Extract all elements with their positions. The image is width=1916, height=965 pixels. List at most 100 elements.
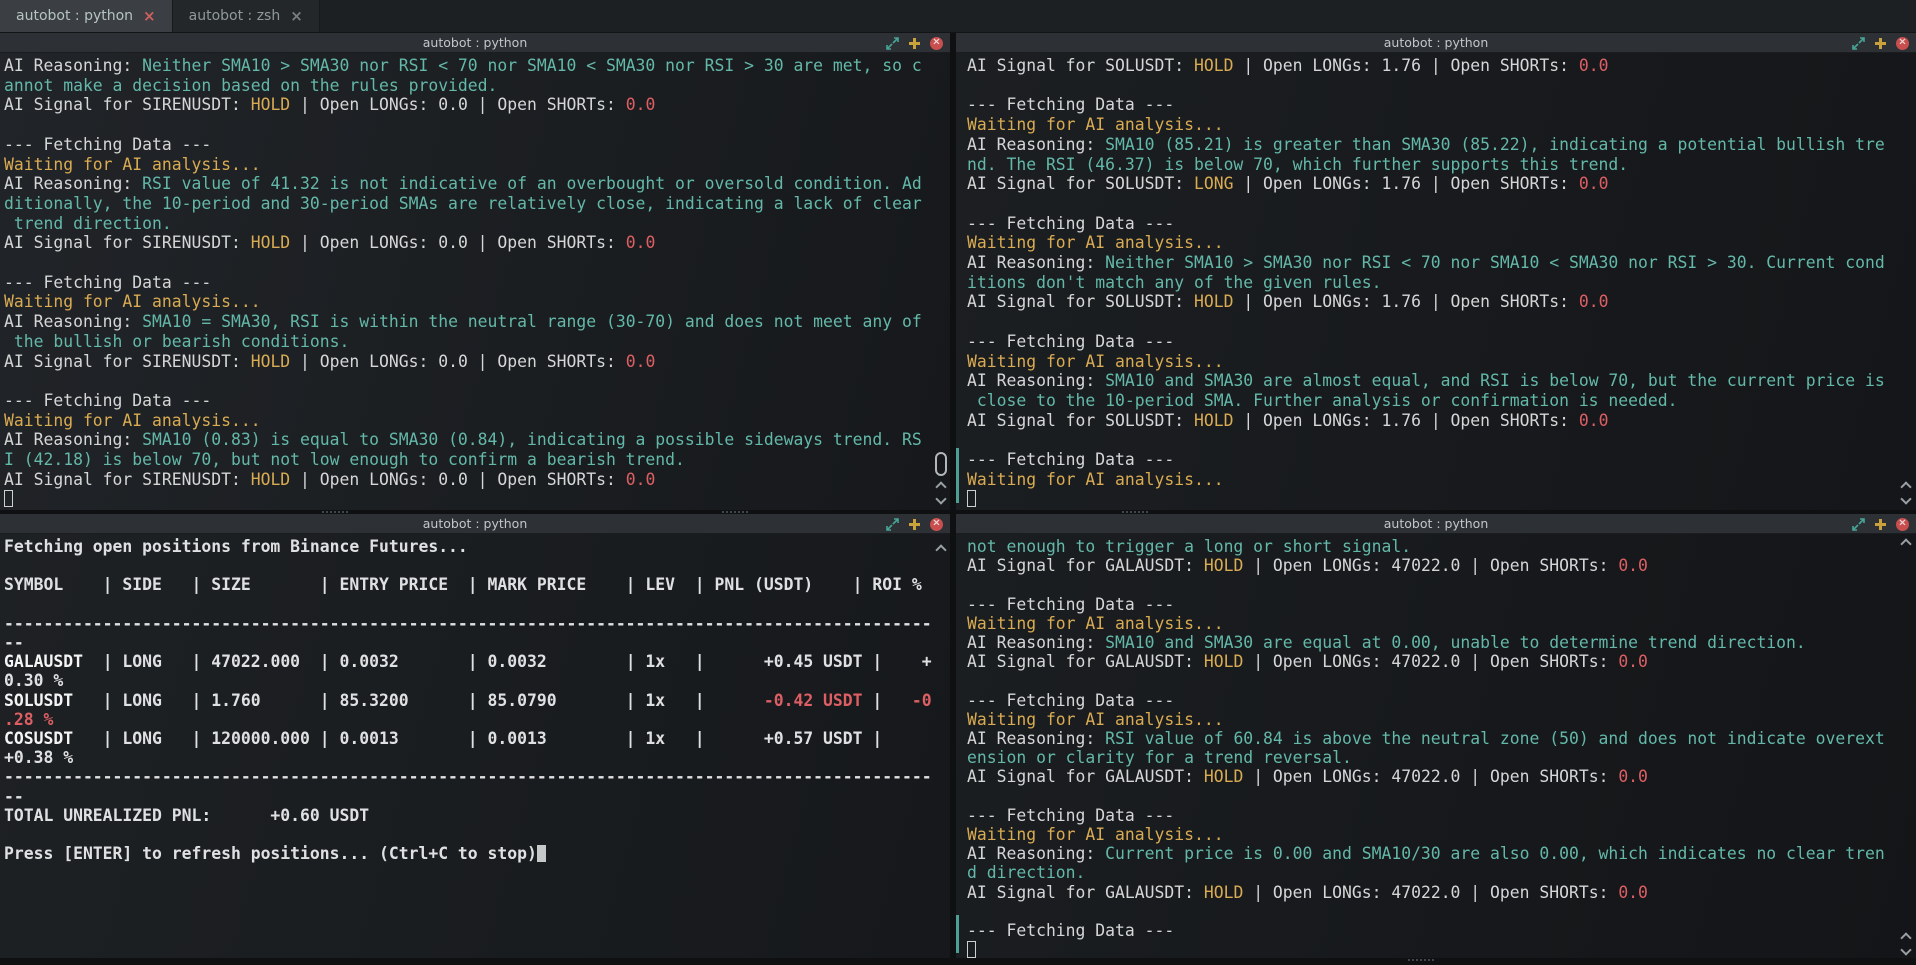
terminal-line: GALAUSDT | LONG | 47022.000 | 0.0032 | 0… <box>4 652 950 671</box>
plus-icon[interactable] <box>908 518 921 531</box>
text-segment: AI Reasoning: <box>4 312 143 332</box>
terminal-line: Waiting for AI analysis... <box>967 470 1916 490</box>
maximize-icon[interactable] <box>886 36 899 50</box>
text-segment: Waiting for AI analysis... <box>4 292 261 312</box>
text-segment: HOLD <box>1193 56 1234 75</box>
text-segment: SMA10 and SMA30 are equal at 0.00, unabl… <box>1105 633 1806 653</box>
terminal-line: Fetching open positions from Binance Fut… <box>4 537 950 556</box>
pane-title: autobot : python <box>1383 516 1489 531</box>
text-segment: Waiting for AI analysis... <box>967 115 1224 135</box>
text-segment: AI Reasoning: <box>967 371 1106 391</box>
terminal-line <box>4 556 950 575</box>
terminal-line: AI Reasoning: RSI value of 60.84 is abov… <box>967 729 1916 748</box>
terminal-line: Waiting for AI analysis... <box>4 411 950 431</box>
text-segment: nd. The RSI (46.37) is below 70, which f… <box>967 154 1629 174</box>
divider-grip[interactable] <box>1408 959 1434 961</box>
pane-title: autobot : python <box>422 35 528 50</box>
text-segment: AI Reasoning: <box>967 134 1106 154</box>
terminal-line <box>4 371 950 391</box>
terminal-line <box>967 575 1916 594</box>
divider-grip[interactable] <box>1122 511 1148 513</box>
vertical-pane-divider[interactable] <box>950 514 956 958</box>
terminal-output[interactable]: AI Signal for SOLUSDT: HOLD | Open LONGs… <box>956 53 1916 510</box>
text-segment: SMA10 (0.83) is equal to SMA30 (0.84), i… <box>142 430 922 450</box>
text-segment: AI Signal for GALAUSDT: <box>967 767 1204 787</box>
horizontal-pane-divider[interactable] <box>0 510 1916 514</box>
tab-autobot-zsh[interactable]: autobot : zsh × <box>172 0 320 32</box>
terminal-line: ----------------------------------------… <box>4 614 950 633</box>
terminal-line: annot make a decision based on the rules… <box>4 76 950 96</box>
scrollbar-thumb[interactable] <box>956 448 959 503</box>
terminal-line: Waiting for AI analysis... <box>967 352 1916 372</box>
text-segment: -- <box>4 786 24 806</box>
maximize-icon[interactable] <box>1852 517 1865 531</box>
terminal-line: AI Reasoning: SMA10 = SMA30, RSI is with… <box>4 312 950 332</box>
terminal-line: AI Signal for GALAUSDT: HOLD | Open LONG… <box>967 556 1916 575</box>
text-segment: AI Reasoning: <box>4 430 143 450</box>
terminal-output[interactable]: AI Reasoning: Neither SMA10 > SMA30 nor … <box>0 53 950 510</box>
text-segment: trend direction. <box>4 213 172 233</box>
text-segment: AI Reasoning: <box>967 729 1106 749</box>
terminal-line: AI Signal for SOLUSDT: HOLD | Open LONGs… <box>967 292 1916 312</box>
text-segment: 0.0 <box>625 469 656 489</box>
text-segment: 0.0 <box>1578 174 1609 194</box>
text-segment: AI Signal for SIRENUSDT: <box>4 233 251 253</box>
text-segment: ----------------------------------------… <box>4 767 932 787</box>
close-icon[interactable]: × <box>930 36 943 50</box>
maximize-icon[interactable] <box>886 517 899 531</box>
text-segment: HOLD <box>250 469 291 489</box>
plus-icon[interactable] <box>908 37 921 50</box>
divider-grip[interactable] <box>322 511 348 513</box>
text-segment: ension or clarity for a trend reversal. <box>967 748 1352 768</box>
text-segment: Waiting for AI analysis... <box>4 154 261 174</box>
close-icon[interactable]: × <box>1896 517 1909 531</box>
terminal-line: AI Signal for SOLUSDT: HOLD | Open LONGs… <box>967 411 1916 431</box>
text-segment: AI Signal for GALAUSDT: <box>967 882 1204 902</box>
vertical-pane-divider[interactable] <box>950 33 956 510</box>
text-segment: AI Signal for SOLUSDT: <box>967 292 1194 312</box>
pane-titlebar[interactable]: autobot : python × <box>956 514 1916 534</box>
text-segment: | <box>862 690 912 710</box>
text-segment: itions don't match any of the given rule… <box>967 272 1382 292</box>
text-segment: Waiting for AI analysis... <box>967 351 1224 371</box>
terminal-line <box>4 595 950 614</box>
text-segment: LONG <box>1193 174 1234 194</box>
plus-icon[interactable] <box>1874 37 1887 50</box>
tab-close-icon[interactable]: × <box>143 6 156 25</box>
pane-titlebar[interactable]: autobot : python × <box>0 514 950 534</box>
tab-bar: autobot : python × autobot : zsh × <box>0 0 1916 33</box>
plus-icon[interactable] <box>1874 518 1887 531</box>
text-segment: --- Fetching Data --- <box>967 331 1175 351</box>
divider-grip[interactable] <box>722 511 748 513</box>
terminal-line: AI Signal for GALAUSDT: HOLD | Open LONG… <box>967 652 1916 671</box>
terminal-line: AI Reasoning: Neither SMA10 > SMA30 nor … <box>967 253 1916 273</box>
terminal-line: the bullish or bearish conditions. <box>4 332 950 352</box>
pane-titlebar[interactable]: autobot : python × <box>956 33 1916 53</box>
close-icon[interactable]: × <box>930 517 943 531</box>
cursor-hollow <box>4 490 13 508</box>
terminal-line: 0.30 % <box>4 671 950 690</box>
terminal-line: -- <box>4 633 950 652</box>
terminal-output[interactable]: Fetching open positions from Binance Fut… <box>0 534 950 958</box>
tab-autobot-python[interactable]: autobot : python × <box>0 0 173 32</box>
pane-titlebar[interactable]: autobot : python × <box>0 33 950 53</box>
terminal-line: AI Signal for GALAUSDT: HOLD | Open LONG… <box>967 767 1916 786</box>
tab-close-icon[interactable]: × <box>290 6 303 25</box>
text-segment: 0.0 <box>1618 652 1648 672</box>
bottom-edge <box>0 958 1916 965</box>
terminal-output[interactable]: not enough to trigger a long or short si… <box>956 534 1916 958</box>
terminal-line: +0.38 % <box>4 748 950 767</box>
terminal-line <box>4 489 950 509</box>
text-segment: AI Reasoning: <box>967 253 1106 273</box>
close-icon[interactable]: × <box>1896 36 1909 50</box>
terminal-line: AI Signal for SIRENUSDT: HOLD | Open LON… <box>4 233 950 253</box>
terminal-line: --- Fetching Data --- <box>967 921 1916 940</box>
text-segment: --- Fetching Data --- <box>967 213 1175 233</box>
scrollbar-thumb[interactable] <box>935 452 947 476</box>
scrollbar-thumb[interactable] <box>956 915 959 953</box>
text-segment: RSI value of 60.84 is above the neutral … <box>1105 729 1885 749</box>
text-segment: AI Reasoning: <box>967 844 1106 864</box>
terminal-line: -- <box>4 787 950 806</box>
text-segment: HOLD <box>1203 556 1244 576</box>
maximize-icon[interactable] <box>1852 36 1865 50</box>
